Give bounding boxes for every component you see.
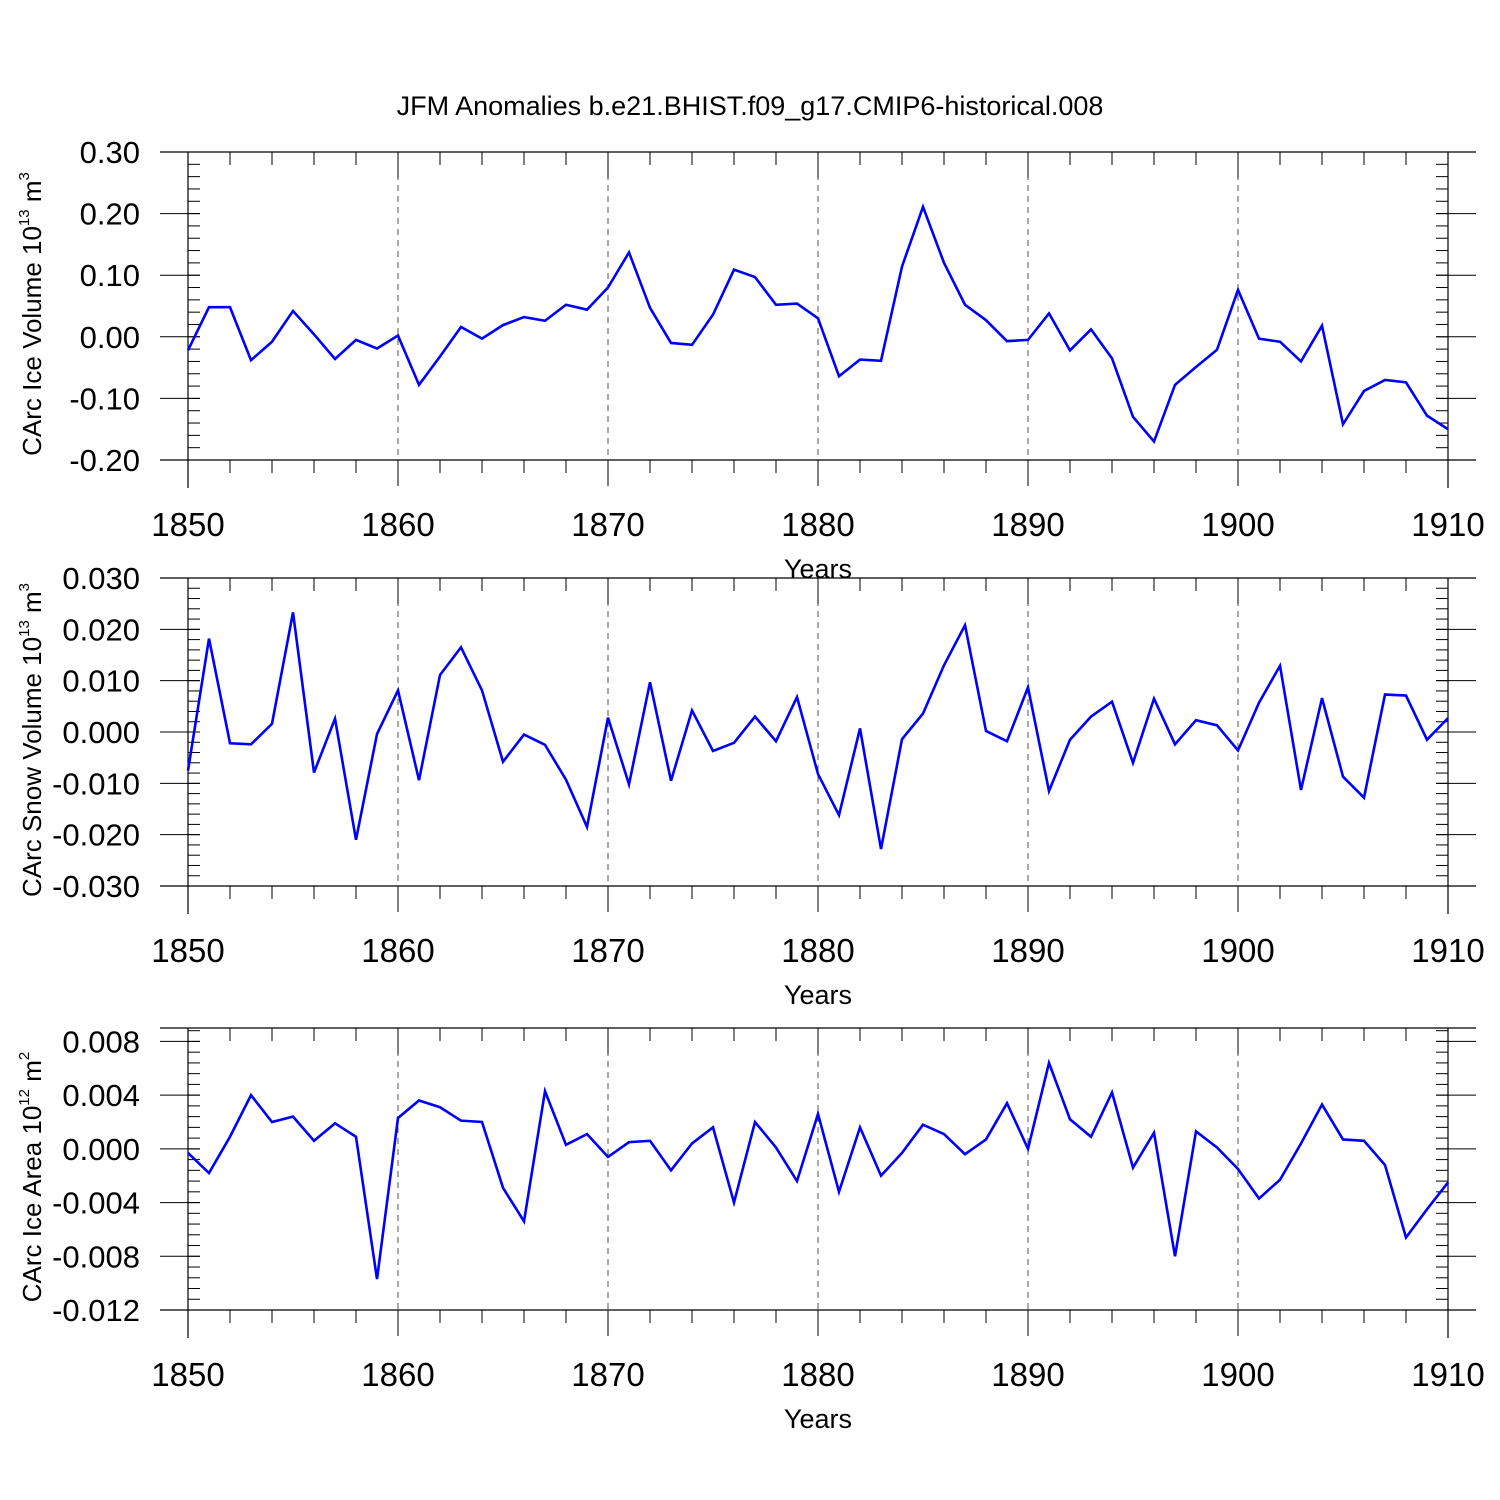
x-tick-label: 1860	[361, 506, 434, 543]
y-tick-label: -0.008	[52, 1239, 140, 1274]
x-tick-label: 1900	[1201, 506, 1274, 543]
chart-panel-1: 0.30 0.20 0.10 0.00 -0.10 -0.20 1850 1860 1870 18…	[16, 135, 1485, 584]
y-axis-label-text: CArc Ice Volume 10	[17, 226, 47, 456]
x-tick-label: 1880	[781, 1356, 854, 1393]
x-tick-label: 1910	[1411, 506, 1484, 543]
y-tick-label: 0.10	[80, 258, 140, 293]
y-axis-label-text: CArc Snow Volume 10	[17, 637, 47, 897]
y-tick-label: 0.30	[80, 135, 140, 170]
y-tick-label: 0.008	[62, 1024, 140, 1059]
series-line	[187, 1058, 1450, 1280]
y-axis-label: CArc Ice Volume 1013 m3	[16, 172, 47, 456]
series-line	[186, 612, 1449, 850]
y-tick-label: 0.000	[62, 715, 140, 750]
y-axis-label-unit-exponent: 3	[16, 172, 33, 180]
y-axis-label-exponent: 12	[16, 1089, 33, 1106]
x-tick-label: 1870	[571, 506, 644, 543]
y-tick-label: -0.10	[69, 381, 140, 416]
chart-panel-3: 0.008 0.004 0.000 -0.004 -0.008 -0.012 1850 186…	[16, 1024, 1485, 1434]
y-tick-label: -0.020	[52, 818, 140, 853]
chart-panels: 0.30 0.20 0.10 0.00 -0.10 -0.20 1850 1860 1870 18…	[16, 135, 1485, 1434]
x-axis-label: Years	[784, 1404, 852, 1434]
x-tick-label: 1870	[571, 932, 644, 969]
chart-panel-2: 0.030 0.020 0.010 0.000 -0.010 -0.020 -0.030 18…	[16, 561, 1485, 1010]
x-tick-label: 1850	[151, 1356, 224, 1393]
y-axis-label-unit-exponent: 3	[16, 583, 33, 591]
y-axis-label: CArc Snow Volume 1013 m3	[16, 583, 47, 897]
y-axis-label-unit: m	[17, 180, 47, 209]
x-tick-label: 1860	[361, 1356, 434, 1393]
y-tick-label: 0.004	[62, 1078, 140, 1113]
y-axis-label-exponent: 13	[16, 620, 33, 637]
x-tick-label: 1860	[361, 932, 434, 969]
y-axis-label-unit: m	[17, 1060, 47, 1089]
y-axis-label-exponent: 13	[16, 209, 33, 226]
y-axis-label-text: CArc Ice Area 10	[17, 1106, 47, 1303]
y-tick-label: 0.020	[62, 612, 140, 647]
y-tick-label: -0.010	[52, 766, 140, 801]
y-tick-label: 0.030	[62, 561, 140, 596]
y-tick-label: 0.20	[80, 197, 140, 232]
x-tick-label: 1890	[991, 932, 1064, 969]
y-tick-label: -0.030	[52, 869, 140, 904]
x-tick-label: 1850	[151, 506, 224, 543]
y-tick-label: 0.00	[80, 320, 140, 355]
y-tick-label: -0.012	[52, 1293, 140, 1328]
y-tick-label: 0.000	[62, 1132, 140, 1167]
y-axis-label-unit-exponent: 2	[16, 1052, 33, 1060]
y-tick-label: 0.010	[62, 664, 140, 699]
x-tick-label: 1890	[991, 1356, 1064, 1393]
x-tick-label: 1880	[781, 506, 854, 543]
x-tick-label: 1910	[1411, 932, 1484, 969]
x-tick-label: 1900	[1201, 932, 1274, 969]
x-axis-label: Years	[784, 980, 852, 1010]
y-tick-label: -0.004	[52, 1186, 140, 1221]
y-axis-label-unit: m	[17, 591, 47, 620]
x-tick-label: 1880	[781, 932, 854, 969]
series-line	[186, 203, 1449, 445]
x-tick-label: 1870	[571, 1356, 644, 1393]
y-tick-label: -0.20	[69, 443, 140, 478]
x-tick-label: 1890	[991, 506, 1064, 543]
figure-title: JFM Anomalies b.e21.BHIST.f09_g17.CMIP6-…	[397, 91, 1104, 121]
x-tick-label: 1910	[1411, 1356, 1484, 1393]
x-tick-label: 1850	[151, 932, 224, 969]
x-tick-label: 1900	[1201, 1356, 1274, 1393]
y-axis-label: CArc Ice Area 1012 m2	[16, 1052, 47, 1302]
